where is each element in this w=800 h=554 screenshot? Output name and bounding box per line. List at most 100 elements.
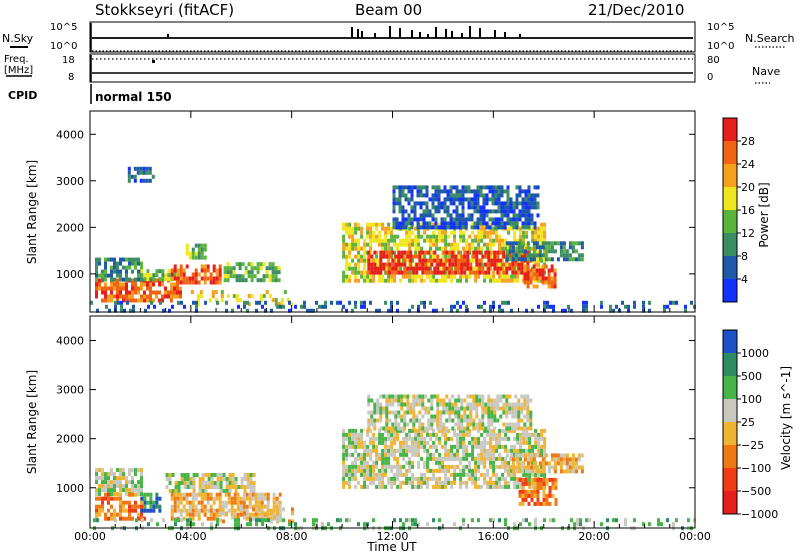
velocity-cell	[348, 472, 352, 477]
power-cell	[416, 193, 420, 198]
velocity-cell	[234, 522, 237, 527]
power-cell	[191, 280, 195, 285]
velocity-cell	[394, 414, 398, 419]
power-cell	[116, 294, 119, 299]
power-cell	[440, 201, 444, 206]
velocity-cell	[522, 440, 526, 445]
power-cell	[684, 308, 687, 313]
velocity-cell	[432, 484, 436, 489]
velocity-cell	[216, 477, 220, 481]
velocity-cell	[236, 492, 240, 497]
velocity-cell	[387, 444, 391, 449]
velocity-cell	[225, 485, 229, 489]
power-cell	[533, 197, 537, 202]
power-cell	[122, 298, 125, 303]
velocity-cell	[269, 508, 273, 513]
velocity-cell	[201, 522, 204, 527]
power-cell	[547, 257, 551, 262]
power-cell	[425, 189, 429, 194]
power-cell	[120, 304, 123, 309]
power-cell	[95, 282, 98, 287]
velocity-cell	[155, 492, 159, 497]
power-cell	[139, 166, 143, 171]
power-cell	[524, 209, 528, 214]
power-cell	[176, 272, 180, 277]
velocity-cell	[216, 481, 220, 485]
power-cell	[509, 205, 513, 210]
power-cell	[437, 209, 441, 214]
power-cell	[366, 226, 370, 231]
power-cell	[477, 238, 481, 243]
velocity-cell	[505, 398, 509, 403]
velocity-cell	[544, 453, 548, 458]
power-cell	[384, 242, 388, 247]
velocity-cell	[415, 398, 419, 403]
velocity-cell	[384, 468, 388, 473]
power-cell	[405, 230, 409, 235]
velocity-cell	[545, 481, 549, 486]
velocity-cell	[369, 480, 373, 485]
velocity-cell	[456, 436, 460, 441]
power-cell	[211, 290, 215, 295]
power-cell	[398, 185, 402, 190]
velocity-cell	[399, 440, 403, 445]
velocity-cell	[396, 468, 400, 473]
power-cell	[137, 257, 140, 262]
velocity-cell	[403, 418, 407, 423]
power-cell	[523, 280, 527, 285]
velocity-cell	[554, 497, 558, 502]
velocity-cell	[486, 432, 490, 437]
velocity-cell	[450, 452, 454, 457]
velocity-cell	[104, 512, 107, 517]
power-cell	[188, 280, 192, 285]
velocity-cell	[526, 410, 530, 415]
power-cell	[351, 308, 354, 313]
velocity-cell	[279, 518, 282, 523]
power-cell	[504, 278, 508, 283]
velocity-cell	[390, 428, 394, 433]
power-cell	[526, 276, 530, 281]
power-cell	[486, 230, 490, 235]
velocity-cell	[288, 519, 291, 524]
velocity-cell	[504, 428, 508, 433]
power-cell	[532, 249, 536, 254]
velocity-cell	[354, 440, 358, 445]
velocity-cell	[504, 464, 508, 469]
velocity-cell	[357, 522, 360, 527]
velocity-cell	[173, 492, 177, 497]
velocity-cell	[657, 522, 660, 527]
power-cell	[495, 234, 499, 239]
velocity-cell	[520, 410, 524, 415]
velocity-cell	[460, 422, 464, 427]
velocity-cell	[444, 428, 448, 433]
velocity-cell	[495, 472, 499, 477]
velocity-cell	[474, 480, 478, 485]
power-cell	[345, 246, 349, 251]
power-cell	[410, 193, 414, 198]
power-cell	[437, 201, 441, 206]
power-cell	[525, 308, 528, 313]
velocity-cell	[454, 422, 458, 427]
power-cell	[523, 276, 527, 281]
velocity-cell	[378, 428, 382, 433]
velocity-cell	[517, 410, 521, 415]
velocity-cell	[251, 504, 255, 509]
power-cell	[447, 234, 451, 239]
power-cell	[503, 201, 507, 206]
velocity-cell	[128, 488, 131, 493]
velocity-cell	[411, 476, 415, 481]
power-cell	[535, 284, 539, 289]
velocity-cell	[414, 476, 418, 481]
power-cell	[375, 250, 379, 255]
velocity-cell	[276, 507, 279, 512]
velocity-cell	[495, 456, 499, 461]
power-cell	[140, 294, 143, 299]
velocity-cell	[536, 497, 540, 502]
velocity-cell	[423, 440, 427, 445]
velocity-cell	[110, 472, 113, 477]
velocity-cell	[492, 428, 496, 433]
velocity-cell	[168, 473, 172, 477]
velocity-cell	[113, 476, 116, 481]
power-cell	[518, 185, 522, 190]
power-cell	[633, 300, 636, 305]
